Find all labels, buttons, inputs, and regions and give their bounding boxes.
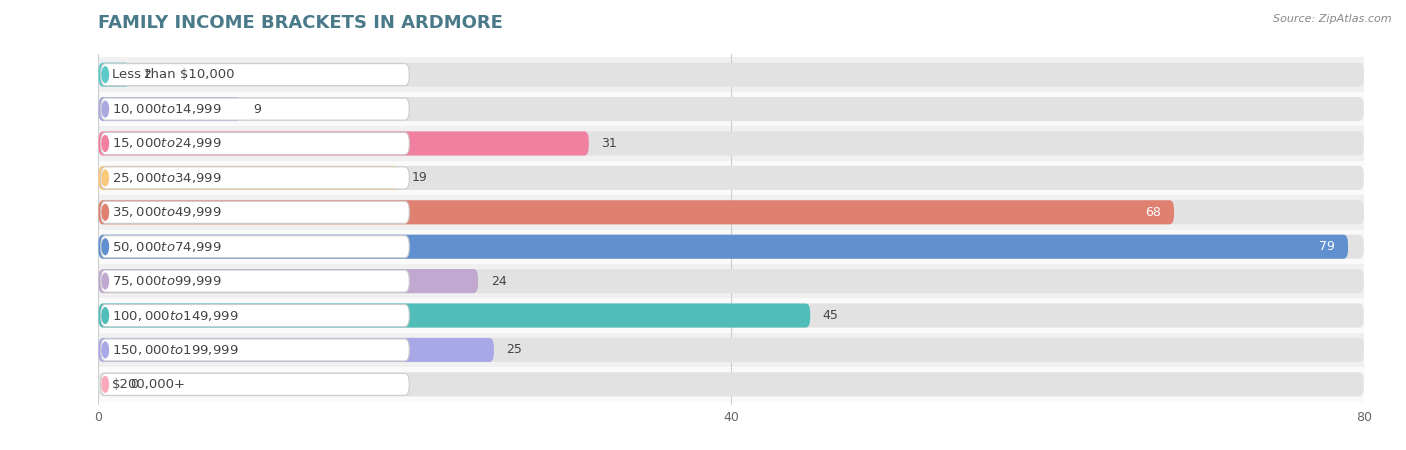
FancyBboxPatch shape: [98, 303, 810, 328]
FancyBboxPatch shape: [101, 167, 409, 189]
Circle shape: [101, 376, 110, 393]
FancyBboxPatch shape: [98, 97, 1364, 121]
FancyBboxPatch shape: [98, 58, 1364, 92]
Circle shape: [101, 66, 110, 83]
FancyBboxPatch shape: [98, 131, 589, 156]
FancyBboxPatch shape: [101, 63, 409, 86]
Text: Less than $10,000: Less than $10,000: [112, 68, 235, 81]
Text: $200,000+: $200,000+: [112, 378, 187, 391]
FancyBboxPatch shape: [101, 374, 409, 396]
Circle shape: [101, 135, 110, 152]
FancyBboxPatch shape: [98, 372, 1364, 396]
FancyBboxPatch shape: [98, 269, 1364, 293]
Circle shape: [101, 342, 110, 359]
Text: 24: 24: [491, 274, 506, 288]
FancyBboxPatch shape: [98, 264, 1364, 298]
FancyBboxPatch shape: [101, 132, 409, 154]
FancyBboxPatch shape: [98, 298, 1364, 333]
FancyBboxPatch shape: [98, 234, 1364, 259]
Text: 25: 25: [506, 343, 523, 356]
FancyBboxPatch shape: [98, 63, 1364, 87]
Circle shape: [101, 204, 110, 221]
Text: 9: 9: [253, 103, 262, 116]
FancyBboxPatch shape: [98, 161, 1364, 195]
FancyBboxPatch shape: [98, 200, 1364, 225]
Circle shape: [101, 100, 110, 117]
FancyBboxPatch shape: [98, 230, 1364, 264]
Circle shape: [101, 307, 110, 324]
FancyBboxPatch shape: [98, 367, 1364, 401]
FancyBboxPatch shape: [98, 269, 478, 293]
Text: $150,000 to $199,999: $150,000 to $199,999: [112, 343, 239, 357]
FancyBboxPatch shape: [101, 98, 409, 120]
Text: $35,000 to $49,999: $35,000 to $49,999: [112, 205, 222, 219]
Text: 79: 79: [1319, 240, 1336, 253]
FancyBboxPatch shape: [101, 236, 409, 258]
FancyBboxPatch shape: [101, 339, 409, 361]
Text: 0: 0: [131, 378, 138, 391]
Text: FAMILY INCOME BRACKETS IN ARDMORE: FAMILY INCOME BRACKETS IN ARDMORE: [98, 14, 503, 32]
Circle shape: [101, 169, 110, 186]
FancyBboxPatch shape: [101, 201, 409, 223]
Text: $100,000 to $149,999: $100,000 to $149,999: [112, 309, 239, 323]
FancyBboxPatch shape: [98, 166, 399, 190]
Text: $50,000 to $74,999: $50,000 to $74,999: [112, 240, 222, 254]
Text: 45: 45: [823, 309, 839, 322]
Circle shape: [101, 238, 110, 255]
FancyBboxPatch shape: [98, 195, 1364, 230]
Circle shape: [101, 273, 110, 290]
FancyBboxPatch shape: [98, 97, 240, 121]
FancyBboxPatch shape: [98, 338, 494, 362]
Text: 68: 68: [1146, 206, 1161, 219]
FancyBboxPatch shape: [98, 63, 131, 87]
Text: 19: 19: [412, 171, 427, 184]
FancyBboxPatch shape: [98, 92, 1364, 126]
Text: 31: 31: [602, 137, 617, 150]
FancyBboxPatch shape: [98, 200, 1174, 225]
FancyBboxPatch shape: [98, 338, 1364, 362]
Text: Source: ZipAtlas.com: Source: ZipAtlas.com: [1274, 14, 1392, 23]
FancyBboxPatch shape: [101, 305, 409, 327]
FancyBboxPatch shape: [98, 131, 1364, 156]
Text: $25,000 to $34,999: $25,000 to $34,999: [112, 171, 222, 185]
FancyBboxPatch shape: [98, 166, 1364, 190]
Text: 2: 2: [143, 68, 150, 81]
FancyBboxPatch shape: [98, 303, 1364, 328]
FancyBboxPatch shape: [98, 126, 1364, 161]
FancyBboxPatch shape: [98, 333, 1364, 367]
FancyBboxPatch shape: [98, 234, 1348, 259]
Text: $75,000 to $99,999: $75,000 to $99,999: [112, 274, 222, 288]
FancyBboxPatch shape: [101, 270, 409, 292]
Text: $10,000 to $14,999: $10,000 to $14,999: [112, 102, 222, 116]
Text: $15,000 to $24,999: $15,000 to $24,999: [112, 136, 222, 150]
